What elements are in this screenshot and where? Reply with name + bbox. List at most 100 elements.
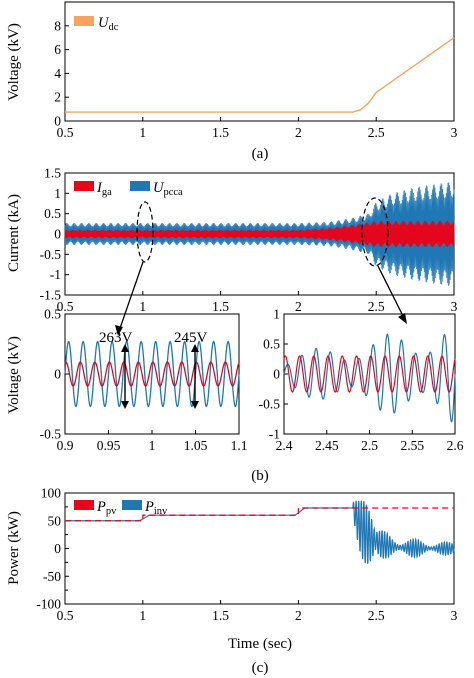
x-tick-label: 1 bbox=[139, 299, 146, 314]
x-tick-label: 3 bbox=[451, 125, 458, 140]
zoom-arrowhead-left bbox=[115, 325, 123, 336]
y-tick-label: -0.5 bbox=[259, 397, 281, 412]
y-tick-label: 0 bbox=[273, 367, 280, 382]
amplitude-arrowhead-245-bottom bbox=[191, 401, 199, 409]
y-tick-label: -0.5 bbox=[40, 427, 62, 442]
panel-b-zoom-right: -1 -0.5 0 0.5 1 2.4 2.45 2.5 2.55 2.6 (b) bbox=[251, 307, 463, 485]
series-line-iga-zoom2 bbox=[283, 355, 456, 393]
x-tick-label: 2.6 bbox=[447, 438, 464, 453]
legend-label-udc: Udc bbox=[98, 15, 119, 33]
panel-b-top: -1.5 -1 -0.5 0 0.5 1 1.5 0.5 1 1.5 2 2.5 3 Iga Upcc… bbox=[6, 166, 458, 315]
x-tick-label: 2.55 bbox=[400, 438, 424, 453]
legend-swatch-ppv bbox=[74, 500, 94, 510]
x-tick-labels-c: 0.5 1 1.5 2 2.5 3 bbox=[57, 600, 458, 623]
series-c bbox=[65, 500, 455, 564]
amplitude-arrowhead-263-top bbox=[121, 344, 129, 352]
x-tick-labels-a: 0.5 1 1.5 2 2.5 3 bbox=[57, 117, 458, 140]
legend-label-upcca: Upcca bbox=[153, 180, 183, 198]
panel-c: -100 -50 0 50 100 0.5 1 1.5 2 2.5 3 Ppv Pinv Powe… bbox=[6, 486, 458, 677]
x-tick-label: 0.5 bbox=[57, 125, 74, 140]
x-tick-label: 2.5 bbox=[368, 608, 385, 623]
series-b-zoom-left bbox=[64, 340, 240, 408]
zoom-arrow-right bbox=[377, 265, 407, 323]
y-tick-label: 0.5 bbox=[44, 307, 61, 322]
y-tick-label: 0 bbox=[54, 114, 61, 129]
x-tick-label: 1.5 bbox=[212, 608, 229, 623]
series-line-iga bbox=[64, 220, 455, 248]
y-tick-label: 0.5 bbox=[263, 337, 280, 352]
x-tick-labels-b-zoom-left: 0.9 0.95 1 1.05 1.1 bbox=[57, 430, 248, 453]
zoom-arrows bbox=[115, 261, 407, 336]
series-b-zoom-right bbox=[283, 333, 456, 423]
zoom-arrowhead-right bbox=[398, 313, 407, 324]
y-tick-label: -1.5 bbox=[40, 288, 62, 303]
y-tick-label: 6 bbox=[54, 42, 61, 57]
x-tick-label: 2.45 bbox=[315, 438, 339, 453]
series-b-top bbox=[64, 182, 455, 286]
x-tick-label: 1.5 bbox=[212, 299, 229, 314]
y-tick-label: 0 bbox=[54, 367, 61, 382]
series-a bbox=[65, 37, 455, 113]
y-tick-label: -1 bbox=[50, 267, 61, 282]
x-tick-label: 2 bbox=[295, 299, 302, 314]
y-tick-label: 1 bbox=[54, 186, 61, 201]
legend-a: Udc bbox=[74, 15, 119, 33]
amplitude-arrowhead-245-top bbox=[191, 344, 199, 352]
y-tick-labels-b-top: -1.5 -1 -0.5 0 0.5 1 1.5 bbox=[40, 166, 69, 303]
y-tick-label: 50 bbox=[48, 513, 62, 528]
caption-a: (a) bbox=[252, 146, 269, 162]
series-line-iga-zoom bbox=[64, 361, 240, 387]
legend-b-top: Iga Upcca bbox=[74, 180, 183, 198]
amplitude-arrowhead-263-bottom bbox=[121, 401, 129, 409]
zoom-ellipse-right bbox=[361, 197, 389, 267]
legend-swatch-udc bbox=[74, 16, 94, 26]
x-tick-label: 1 bbox=[139, 608, 146, 623]
y-tick-label: 0.5 bbox=[44, 206, 61, 221]
x-tick-labels-b-zoom-right: 2.4 2.45 2.5 2.55 2.6 bbox=[276, 430, 464, 453]
y-tick-labels-b-zoom-right: -1 -0.5 0 0.5 1 bbox=[259, 307, 288, 442]
zoom-arrow-left bbox=[117, 261, 144, 335]
legend-swatch-iga bbox=[74, 181, 94, 191]
annotation-263v: 263V bbox=[99, 330, 133, 346]
x-tick-label: 2.4 bbox=[276, 438, 293, 453]
y-tick-label: 4 bbox=[54, 66, 61, 81]
zoom-ellipse-left bbox=[136, 201, 154, 263]
series-line-pinv bbox=[65, 500, 455, 564]
y-tick-label: -100 bbox=[36, 597, 61, 612]
y-tick-label: -1 bbox=[269, 427, 280, 442]
x-tick-label: 1.1 bbox=[231, 438, 248, 453]
legend-label-iga: Iga bbox=[96, 180, 112, 198]
series-line-udc bbox=[65, 37, 455, 113]
plot-area-a bbox=[64, 1, 455, 122]
panel-b-zoom-left: -0.5 0 0.5 0.9 0.95 1 1.05 1.1 263V 245V Volta… bbox=[6, 307, 247, 454]
x-tick-label: 3 bbox=[451, 608, 458, 623]
x-tick-label: 2.5 bbox=[361, 438, 378, 453]
panel-a: 0 2 4 6 8 0.5 1 1.5 2 2.5 3 Udc Voltage (kV) (a) bbox=[6, 1, 458, 162]
y-tick-label: 8 bbox=[54, 18, 61, 33]
legend-swatch-upcca bbox=[130, 181, 150, 191]
y-tick-labels-b-zoom-left: -0.5 0 0.5 bbox=[40, 307, 69, 442]
x-tick-label: 2 bbox=[295, 608, 302, 623]
x-tick-label: 1 bbox=[149, 438, 156, 453]
annotation-245v: 245V bbox=[174, 330, 208, 346]
y-axis-label-b-top: Current (kA) bbox=[6, 194, 22, 272]
x-tick-label: 0.5 bbox=[57, 608, 74, 623]
x-tick-label: 1.05 bbox=[184, 438, 208, 453]
legend-label-pinv: Pinv bbox=[144, 499, 168, 517]
legend-label-ppv: Ppv bbox=[96, 499, 117, 517]
x-tick-label: 0.9 bbox=[57, 438, 74, 453]
y-axis-label-b-zoom: Voltage (kV) bbox=[6, 336, 22, 414]
x-tick-label: 1.5 bbox=[212, 125, 229, 140]
series-line-upcca-zoom bbox=[64, 340, 240, 408]
y-tick-label: 1.5 bbox=[44, 166, 61, 181]
y-tick-label: 2 bbox=[54, 90, 61, 105]
x-tick-label: 2.5 bbox=[368, 299, 385, 314]
y-tick-label: 100 bbox=[41, 486, 62, 501]
amplitude-markers: 263V 245V bbox=[99, 330, 208, 409]
series-line-ppv bbox=[65, 507, 454, 522]
x-tick-label: 0.95 bbox=[97, 438, 121, 453]
x-tick-label: 0.5 bbox=[57, 299, 74, 314]
y-axis-label-a: Voltage (kV) bbox=[6, 23, 22, 101]
caption-b: (b) bbox=[251, 468, 269, 484]
